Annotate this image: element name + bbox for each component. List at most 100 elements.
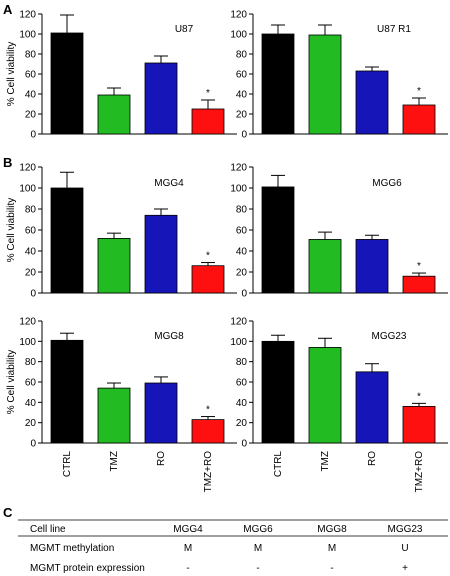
- y-tick-label: 120: [19, 163, 36, 174]
- table-cell: -: [186, 563, 189, 574]
- bar-ctrl: [50, 339, 84, 444]
- mgmt-table: C Cell line MGG4 MGG6 MGG8 MGG23 MGMT methylat…: [3, 505, 448, 574]
- bar-panel-u87: 0 20 40 60 80 100 120 % Cell viability U87 *: [6, 10, 237, 141]
- bar-ctrl: [261, 33, 295, 135]
- y-tick-label: 80: [25, 357, 37, 368]
- bar-tmz: [97, 237, 131, 294]
- y-tick-label: 100: [19, 30, 36, 41]
- panel-title: MGG6: [372, 178, 402, 189]
- significance-star: *: [206, 88, 210, 99]
- bar-tmz-ro: [191, 419, 225, 444]
- significance-star: *: [417, 391, 421, 402]
- y-tick-label: 40: [25, 247, 37, 258]
- bar-ro: [144, 62, 178, 135]
- x-tick-label: RO: [156, 451, 167, 466]
- table-cell: -: [330, 563, 333, 574]
- y-tick-label: 60: [236, 226, 248, 237]
- bar-ro: [144, 214, 178, 294]
- x-tick-label: TMZ: [109, 451, 120, 472]
- panel-title: MGG23: [371, 331, 406, 342]
- significance-star: *: [206, 405, 210, 416]
- y-tick-label: 80: [25, 205, 37, 216]
- bar-ro: [355, 70, 389, 135]
- y-tick-label: 0: [30, 130, 36, 141]
- table-cell: MGMT protein expression: [30, 563, 145, 574]
- table-cell: MGMT methylation: [30, 543, 114, 554]
- table-header-cell: Cell line: [30, 524, 66, 535]
- y-tick-label: 0: [30, 289, 36, 300]
- y-tick-label: 60: [25, 70, 37, 81]
- bar-ctrl: [261, 340, 295, 444]
- panel-title: MGG8: [154, 331, 184, 342]
- table-header-cell: MGG8: [317, 524, 347, 535]
- bar-tmz-ro: [402, 104, 436, 135]
- panel-title: U87: [175, 24, 194, 35]
- y-tick-label: 0: [241, 289, 247, 300]
- y-tick-label: 120: [230, 163, 247, 174]
- y-tick-label: 100: [19, 184, 36, 195]
- y-tick-label: 20: [25, 110, 37, 121]
- x-tick-label: TMZ+RO: [414, 451, 425, 493]
- y-tick-label: 120: [230, 10, 247, 21]
- bar-ctrl: [50, 187, 84, 294]
- bar-ro: [144, 382, 178, 444]
- y-tick-label: 80: [25, 50, 37, 61]
- panel-title: MGG4: [154, 178, 184, 189]
- bar-ro: [355, 371, 389, 444]
- bar-ctrl: [50, 32, 84, 135]
- y-tick-label: 120: [19, 317, 36, 328]
- panel-title: U87 R1: [377, 24, 411, 35]
- bar-tmz: [308, 239, 342, 294]
- y-tick-label: 60: [25, 378, 37, 389]
- x-tick-label: CTRL: [62, 451, 73, 478]
- y-axis-label: % Cell viability: [6, 198, 17, 262]
- y-tick-label: 60: [25, 226, 37, 237]
- y-tick-label: 20: [236, 418, 248, 429]
- y-tick-label: 40: [25, 398, 37, 409]
- bar-tmz: [97, 387, 131, 444]
- significance-star: *: [206, 251, 210, 262]
- y-tick-label: 60: [236, 70, 248, 81]
- table-cell: +: [402, 563, 408, 574]
- significance-star: *: [417, 86, 421, 97]
- bar-tmz-ro: [402, 275, 436, 294]
- x-tick-label: CTRL: [273, 451, 284, 478]
- bar-tmz: [308, 34, 342, 135]
- significance-star: *: [417, 261, 421, 272]
- bar-tmz-ro: [402, 405, 436, 444]
- y-tick-label: 20: [236, 110, 248, 121]
- bar-panel-u87-r1: 0 20 40 60 80 100 120 U87 R1 *: [230, 10, 448, 141]
- y-tick-label: 0: [30, 439, 36, 450]
- y-tick-label: 40: [25, 90, 37, 101]
- y-tick-label: 60: [236, 378, 248, 389]
- x-tick-label: TMZ: [320, 451, 331, 472]
- y-tick-label: 120: [19, 10, 36, 21]
- bar-tmz: [308, 347, 342, 444]
- y-tick-label: 120: [230, 317, 247, 328]
- y-tick-label: 80: [236, 205, 248, 216]
- y-axis-label: % Cell viability: [6, 350, 17, 414]
- table-cell: M: [254, 543, 262, 554]
- table-header-cell: MGG23: [387, 524, 422, 535]
- y-tick-label: 0: [241, 439, 247, 450]
- y-tick-label: 100: [230, 30, 247, 41]
- bar-ctrl: [261, 186, 295, 294]
- y-tick-label: 0: [241, 130, 247, 141]
- table-cell: M: [184, 543, 192, 554]
- bar-panel-mgg6: 0 20 40 60 80 100 120 MGG6 *: [230, 163, 448, 300]
- y-axis-label: % Cell viability: [6, 42, 17, 106]
- y-tick-label: 100: [230, 184, 247, 195]
- y-tick-label: 80: [236, 357, 248, 368]
- bar-panel-mgg8: 0 20 40 60 80 100 120 % Cell viability MGG8 * CTRL…: [6, 317, 237, 492]
- y-tick-label: 40: [236, 398, 248, 409]
- y-tick-label: 100: [19, 337, 36, 348]
- x-tick-label: RO: [367, 451, 378, 466]
- y-tick-label: 40: [236, 247, 248, 258]
- y-tick-label: 100: [230, 337, 247, 348]
- bar-panel-mgg23: 0 20 40 60 80 100 120 MGG23 * CTRL TMZ RO TMZ+RO: [230, 317, 448, 493]
- bar-tmz: [97, 94, 131, 135]
- y-tick-label: 20: [25, 418, 37, 429]
- bar-tmz-ro: [191, 108, 225, 135]
- panel-letter-c: C: [3, 505, 13, 520]
